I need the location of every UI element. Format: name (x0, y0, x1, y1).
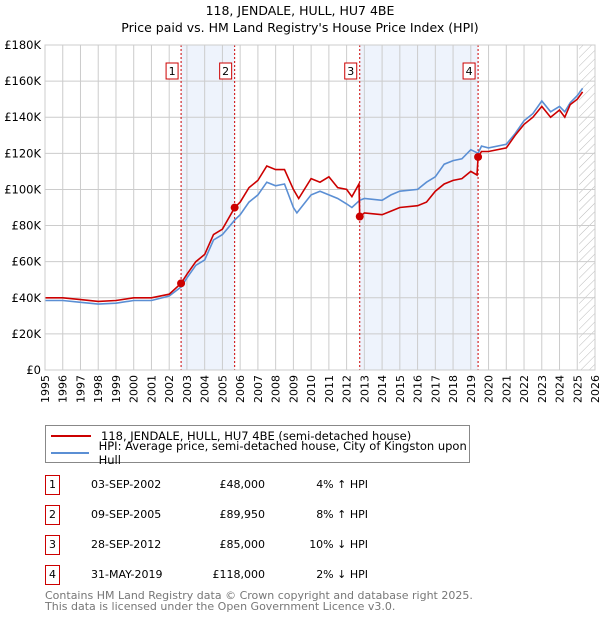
x-tick-label: 2003 (181, 375, 194, 403)
sale-label-number: 2 (222, 65, 229, 78)
legend: 118, JENDALE, HULL, HU7 4BE (semi-detach… (45, 425, 470, 467)
y-tick-label: £60K (12, 255, 42, 269)
chart-area: 1995 1996 1997 1998 1999 2000 2001 2002 2003 2004… (4, 38, 600, 403)
y-tick-label: £40K (12, 291, 42, 305)
transaction-date: 09-SEP-2005 (91, 508, 162, 521)
transaction-date: 31-MAY-2019 (91, 568, 163, 581)
sale-label-box (165, 62, 179, 80)
x-tick-label: 2014 (376, 375, 389, 403)
x-tick-label: 2002 (163, 375, 176, 403)
x-tick-label: 2019 (465, 375, 478, 403)
x-tick-label: 2004 (199, 375, 212, 403)
x-tick-label: 2025 (571, 375, 584, 403)
hpi-series-line (45, 87, 584, 305)
transaction-number: 1 (45, 475, 60, 495)
transaction-number: 4 (45, 565, 60, 585)
x-tick-label: 2013 (358, 375, 371, 403)
x-tick-label: 1996 (57, 375, 70, 403)
sale-label-number: 1 (169, 65, 176, 78)
x-tick-label: 2022 (518, 375, 531, 403)
transaction-date: 03-SEP-2002 (91, 478, 162, 491)
transaction-hpi-diff: 4% ↑ HPI (316, 478, 368, 491)
legend-label-property: 118, JENDALE, HULL, HU7 4BE (semi-detach… (101, 429, 412, 443)
x-tick-label: 2018 (447, 375, 460, 403)
transaction-number: 3 (45, 535, 60, 555)
x-tick-label: 2016 (412, 375, 425, 403)
transaction-row: 2 09-SEP-2005 £89,950 8% ↑ HPI (45, 505, 445, 525)
x-tick-label: 1999 (110, 375, 123, 403)
x-tick-label: 2012 (341, 375, 354, 403)
chart-subtitle: Price paid vs. HM Land Registry's House … (121, 20, 479, 35)
x-tick-label: 2008 (270, 375, 283, 403)
x-tick-label: 2024 (554, 375, 567, 403)
x-tick-label: 2009 (287, 375, 300, 403)
x-tick-label: 2017 (429, 375, 442, 403)
x-tick-label: 2015 (394, 375, 407, 403)
transaction-price: £118,000 (212, 568, 266, 581)
legend-label-hpi: HPI: Average price, semi-detached house,… (98, 439, 467, 467)
x-tick-label: 2007 (252, 375, 265, 403)
y-tick-label: £140K (4, 110, 41, 124)
transaction-price: £48,000 (219, 478, 266, 491)
sale-label-box (219, 62, 233, 80)
chart-title: 118, JENDALE, HULL, HU7 4BE (205, 3, 395, 18)
x-tick-label: 1997 (74, 375, 87, 403)
property-series-line (45, 91, 584, 303)
x-tick-label: 2006 (234, 375, 247, 403)
x-tick-label: 2023 (536, 375, 549, 403)
footer-copyright: Contains HM Land Registry data © Crown c… (45, 589, 473, 602)
y-tick-label: £0 (26, 363, 41, 377)
sale-label-box (344, 62, 358, 80)
transaction-hpi-diff: 10% ↓ HPI (309, 538, 368, 551)
x-tick-label: 2011 (323, 375, 336, 403)
x-tick-label: 1998 (92, 375, 105, 403)
sale-point (474, 152, 483, 161)
y-tick-label: £80K (12, 219, 42, 233)
transaction-price: £85,000 (219, 538, 266, 551)
sale-point (355, 212, 364, 221)
transaction-row: 1 03-SEP-2002 £48,000 4% ↑ HPI (45, 475, 445, 495)
x-tick-label: 2026 (589, 375, 600, 403)
x-tick-label: 2005 (216, 375, 229, 403)
transaction-date: 28-SEP-2012 (91, 538, 162, 551)
transaction-price: £89,950 (219, 508, 266, 521)
x-tick-label: 2021 (500, 375, 513, 403)
sale-point (230, 203, 239, 212)
transaction-row: 3 28-SEP-2012 £85,000 10% ↓ HPI (45, 535, 445, 555)
plot-border (44, 44, 596, 371)
x-tick-label: 2001 (145, 375, 158, 403)
footer-licence: This data is licensed under the Open Gov… (45, 600, 396, 613)
legend-line-hpi (51, 452, 89, 454)
x-tick-label: 2000 (128, 375, 141, 403)
x-tick-label: 2010 (305, 375, 318, 403)
legend-line-property (51, 435, 91, 437)
transaction-hpi-diff: 2% ↓ HPI (316, 568, 368, 581)
sale-label-number: 3 (347, 65, 354, 78)
shaded-period (359, 45, 479, 370)
sale-point (177, 279, 186, 288)
y-tick-label: £160K (4, 74, 41, 88)
forecast-hatch (579, 45, 595, 370)
transaction-number: 2 (45, 505, 60, 525)
sale-label-number: 4 (466, 65, 473, 78)
y-tick-label: £180K (4, 38, 41, 52)
sale-label-box (462, 62, 476, 80)
y-tick-label: £20K (12, 327, 42, 341)
x-tick-label: 2020 (483, 375, 496, 403)
y-tick-label: £100K (4, 182, 41, 196)
x-tick-label: 1995 (39, 375, 52, 403)
shaded-period (181, 45, 235, 370)
y-tick-label: £120K (4, 146, 41, 160)
transaction-hpi-diff: 8% ↑ HPI (316, 508, 368, 521)
transaction-row: 4 31-MAY-2019 £118,000 2% ↓ HPI (45, 565, 445, 585)
legend-item-hpi: HPI: Average price, semi-detached house,… (51, 439, 469, 467)
legend-item-property: 118, JENDALE, HULL, HU7 4BE (semi-detach… (51, 428, 411, 444)
